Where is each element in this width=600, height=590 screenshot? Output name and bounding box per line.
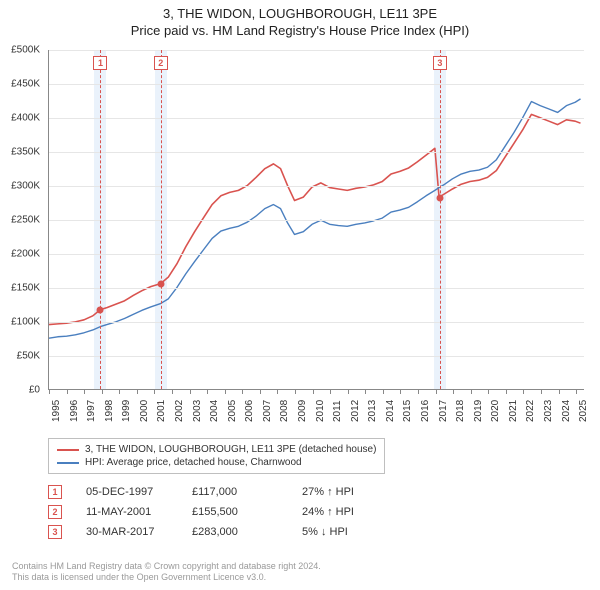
marker-table-number: 2 [48, 505, 62, 519]
marker-line [100, 50, 101, 389]
x-tick-label: 2004 [209, 400, 220, 422]
x-tick-label: 2022 [525, 400, 536, 422]
y-tick-label: £100K [11, 317, 40, 328]
gridline-h [49, 152, 584, 153]
x-tick-label: 1995 [51, 400, 62, 422]
marker-table-row: 330-MAR-2017£283,0005% ↓ HPI [48, 522, 412, 542]
y-axis-labels: £0£50K£100K£150K£200K£250K£300K£350K£400… [0, 50, 44, 390]
plot-area: 1 2 3 [48, 50, 584, 390]
price-marker-dot [436, 194, 443, 201]
x-tick-label: 2023 [543, 400, 554, 422]
title-line1: 3, THE WIDON, LOUGHBOROUGH, LE11 3PE [0, 6, 600, 21]
x-tick-label: 1997 [86, 400, 97, 422]
gridline-h [49, 254, 584, 255]
x-tick-label: 2021 [508, 400, 519, 422]
title-block: 3, THE WIDON, LOUGHBOROUGH, LE11 3PE Pri… [0, 0, 600, 38]
marker-table-date: 30-MAR-2017 [62, 526, 192, 538]
legend-label: 3, THE WIDON, LOUGHBOROUGH, LE11 3PE (de… [85, 444, 376, 455]
footer-line1: Contains HM Land Registry data © Crown c… [12, 561, 321, 573]
legend-swatch [57, 462, 79, 464]
legend-swatch [57, 449, 79, 451]
x-tick-label: 2010 [315, 400, 326, 422]
y-tick-label: £500K [11, 45, 40, 56]
gridline-h [49, 50, 584, 51]
x-tick-label: 2017 [438, 400, 449, 422]
y-tick-label: £150K [11, 283, 40, 294]
x-tick-label: 2014 [385, 400, 396, 422]
marker-table-price: £117,000 [192, 486, 302, 498]
y-tick-label: £0 [29, 385, 40, 396]
price-marker-dot [97, 307, 104, 314]
gridline-h [49, 118, 584, 119]
x-tick-label: 2002 [174, 400, 185, 422]
legend-row: HPI: Average price, detached house, Char… [57, 456, 376, 469]
y-tick-label: £200K [11, 249, 40, 260]
marker-table-delta: 27% ↑ HPI [302, 486, 412, 498]
y-tick-label: £450K [11, 79, 40, 90]
marker-line [440, 50, 441, 389]
x-tick-label: 2018 [455, 400, 466, 422]
y-tick-label: £350K [11, 147, 40, 158]
x-tick-label: 2019 [473, 400, 484, 422]
marker-table-row: 105-DEC-1997£117,00027% ↑ HPI [48, 482, 412, 502]
marker-table-date: 11-MAY-2001 [62, 506, 192, 518]
x-tick-label: 1998 [104, 400, 115, 422]
x-tick-label: 2009 [297, 400, 308, 422]
y-tick-label: £50K [17, 351, 40, 362]
x-tick-label: 2015 [402, 400, 413, 422]
marker-table-number: 3 [48, 525, 62, 539]
marker-number-box: 3 [433, 56, 447, 70]
price-marker-dot [157, 281, 164, 288]
gridline-h [49, 356, 584, 357]
y-tick-label: £400K [11, 113, 40, 124]
title-line2: Price paid vs. HM Land Registry's House … [0, 23, 600, 38]
x-tick-label: 2024 [561, 400, 572, 422]
marker-table-delta: 24% ↑ HPI [302, 506, 412, 518]
marker-table-date: 05-DEC-1997 [62, 486, 192, 498]
legend: 3, THE WIDON, LOUGHBOROUGH, LE11 3PE (de… [48, 438, 385, 474]
marker-table-price: £283,000 [192, 526, 302, 538]
x-tick-label: 2003 [192, 400, 203, 422]
x-tick-label: 2005 [227, 400, 238, 422]
gridline-h [49, 186, 584, 187]
x-tick-label: 2012 [350, 400, 361, 422]
gridline-h [49, 288, 584, 289]
marker-number-box: 1 [93, 56, 107, 70]
x-tick-label: 2020 [490, 400, 501, 422]
legend-label: HPI: Average price, detached house, Char… [85, 457, 302, 468]
marker-table: 105-DEC-1997£117,00027% ↑ HPI211-MAY-200… [48, 482, 412, 542]
x-tick-label: 1999 [121, 400, 132, 422]
x-tick-label: 2016 [420, 400, 431, 422]
x-tick-label: 1996 [69, 400, 80, 422]
gridline-h [49, 84, 584, 85]
y-tick-label: £250K [11, 215, 40, 226]
marker-table-delta: 5% ↓ HPI [302, 526, 412, 538]
x-tick-label: 2011 [332, 400, 343, 422]
series-line [49, 99, 581, 338]
x-tick-label: 2008 [279, 400, 290, 422]
marker-table-price: £155,500 [192, 506, 302, 518]
x-tick-label: 2006 [244, 400, 255, 422]
gridline-h [49, 220, 584, 221]
gridline-h [49, 322, 584, 323]
marker-number-box: 2 [154, 56, 168, 70]
marker-line [161, 50, 162, 389]
footer-line2: This data is licensed under the Open Gov… [12, 572, 321, 584]
legend-row: 3, THE WIDON, LOUGHBOROUGH, LE11 3PE (de… [57, 443, 376, 456]
x-tick-label: 2007 [262, 400, 273, 422]
footer: Contains HM Land Registry data © Crown c… [12, 561, 321, 584]
x-axis-labels: 1995 1996 1997 1998 1999 2000 2001 2002 2003 2004… [48, 392, 584, 436]
x-tick-label: 2025 [578, 400, 589, 422]
marker-table-row: 211-MAY-2001£155,50024% ↑ HPI [48, 502, 412, 522]
y-tick-label: £300K [11, 181, 40, 192]
marker-table-number: 1 [48, 485, 62, 499]
x-tick-label: 2013 [367, 400, 378, 422]
x-tick-label: 2001 [156, 400, 167, 422]
chart-container: 3, THE WIDON, LOUGHBOROUGH, LE11 3PE Pri… [0, 0, 600, 590]
x-tick-label: 2000 [139, 400, 150, 422]
